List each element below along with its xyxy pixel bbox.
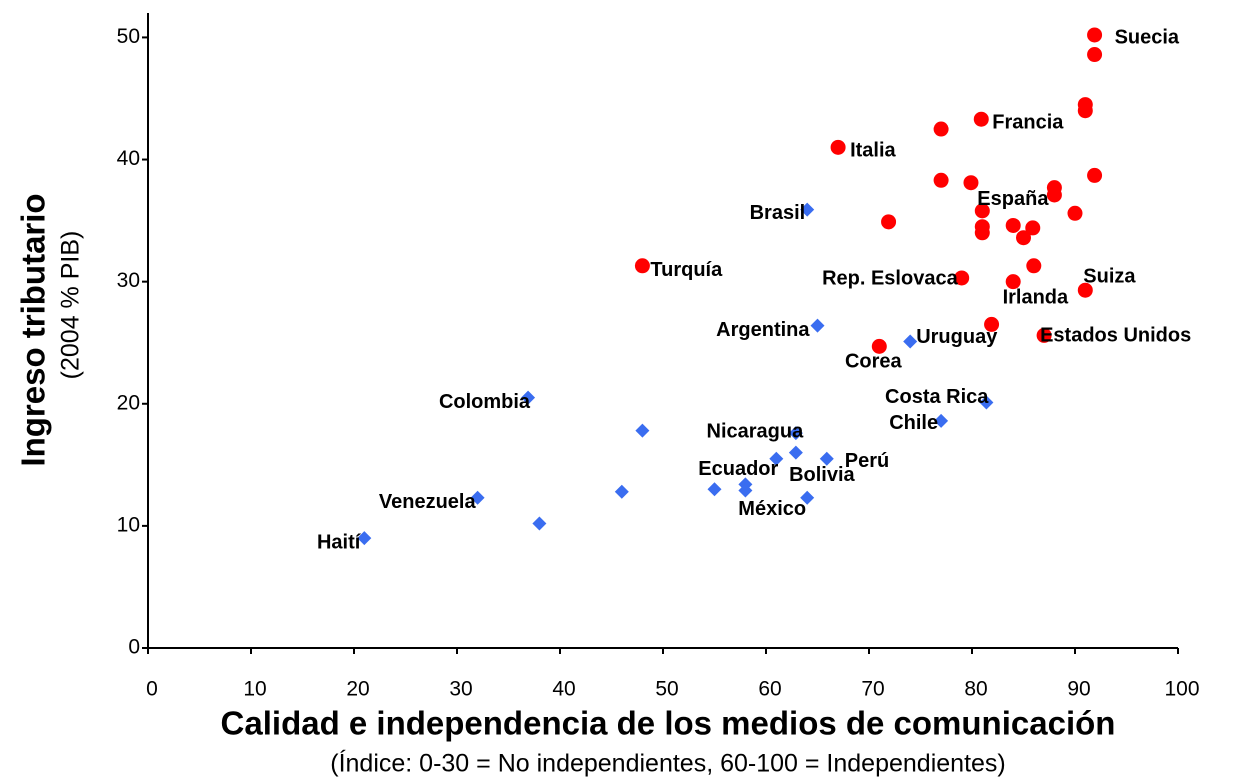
y-tick-label: 10 xyxy=(117,513,140,536)
point xyxy=(1087,167,1103,183)
point-label: Colombia xyxy=(439,391,531,413)
point-label: Corea xyxy=(845,351,903,373)
point-label: Nicaragua xyxy=(707,420,805,442)
point-label: Venezuela xyxy=(379,491,477,513)
point-label: Brasil xyxy=(750,202,806,224)
x-tick-label: 100 xyxy=(1164,678,1199,701)
point xyxy=(1005,274,1021,290)
point xyxy=(973,111,989,127)
point xyxy=(634,258,650,274)
point xyxy=(979,395,994,410)
point xyxy=(974,203,990,219)
x-tick-label: 40 xyxy=(552,678,575,701)
point-label: Chile xyxy=(889,412,938,434)
point xyxy=(1077,282,1093,298)
point-label: México xyxy=(738,498,806,520)
x-tick-label: 60 xyxy=(758,678,781,701)
point xyxy=(788,445,803,460)
point-label: Suecia xyxy=(1115,26,1180,48)
point-label: Haití xyxy=(317,531,362,553)
point xyxy=(800,202,815,217)
point xyxy=(819,451,834,466)
point-label: España xyxy=(977,188,1049,210)
point xyxy=(707,482,722,497)
x-tick-label: 80 xyxy=(964,678,987,701)
point xyxy=(903,334,918,349)
point xyxy=(1026,258,1042,274)
y-axis-label: Ingreso tributario xyxy=(15,193,52,466)
point xyxy=(357,531,372,546)
point xyxy=(532,516,547,531)
y-axis-sublabel: (2004 % PIB) xyxy=(57,231,85,380)
point-label: Italia xyxy=(850,140,896,162)
point xyxy=(984,316,1000,332)
point xyxy=(800,490,815,505)
point-label: Turquía xyxy=(650,259,723,281)
point xyxy=(810,318,825,333)
point-label: Suiza xyxy=(1083,265,1136,287)
point xyxy=(963,175,979,191)
point-label: Argentina xyxy=(716,319,810,341)
x-tick-label: 10 xyxy=(243,678,266,701)
point xyxy=(738,483,753,498)
x-tick-label: 70 xyxy=(861,678,884,701)
y-tick-label: 20 xyxy=(117,391,140,414)
point xyxy=(788,426,803,441)
point-label: Bolivia xyxy=(789,464,855,486)
point xyxy=(1087,47,1103,63)
point xyxy=(974,225,990,241)
x-axis-label: Calidad e independencia de los medios de… xyxy=(221,705,1116,742)
point xyxy=(635,423,650,438)
point xyxy=(1005,217,1021,233)
point xyxy=(1087,27,1103,43)
point xyxy=(933,172,949,188)
x-tick-label: 50 xyxy=(655,678,678,701)
point xyxy=(933,121,949,137)
x-tick-label: 30 xyxy=(449,678,472,701)
point-label: Perú xyxy=(845,450,889,472)
point xyxy=(769,451,784,466)
y-tick-label: 50 xyxy=(117,25,140,48)
point xyxy=(1025,220,1041,236)
y-tick-label: 40 xyxy=(117,147,140,170)
x-tick-label: 0 xyxy=(146,678,158,701)
point xyxy=(934,413,949,428)
point xyxy=(470,490,485,505)
point xyxy=(1016,230,1031,246)
point-label: Estados Unidos xyxy=(1040,325,1191,347)
point xyxy=(830,139,846,155)
y-tick-label: 30 xyxy=(117,269,140,292)
point xyxy=(954,270,970,286)
point xyxy=(614,484,629,499)
point xyxy=(1067,205,1083,221)
x-axis-sublabel: (Índice: 0-30 = No independientes, 60-10… xyxy=(330,749,1006,778)
point xyxy=(1077,103,1093,119)
point xyxy=(1036,327,1052,343)
point xyxy=(1046,187,1062,203)
point-label: Francia xyxy=(992,112,1064,134)
point-label: Ecuador xyxy=(698,458,778,480)
point-label: Rep. Eslovaca xyxy=(822,267,959,289)
point xyxy=(881,214,897,230)
point xyxy=(521,390,536,405)
x-tick-label: 20 xyxy=(346,678,369,701)
y-tick-label: 0 xyxy=(128,636,140,659)
point-label: Uruguay xyxy=(916,326,998,348)
point-label: Irlanda xyxy=(1003,287,1069,309)
point xyxy=(871,338,887,354)
point-label: Costa Rica xyxy=(885,386,989,408)
x-tick-label: 90 xyxy=(1067,678,1090,701)
